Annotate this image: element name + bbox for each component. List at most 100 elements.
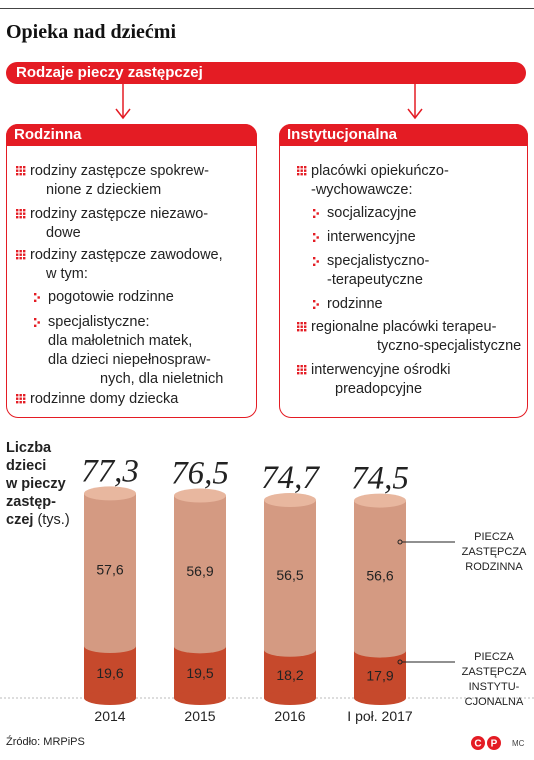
list-item-line: dla małoletnich matek, bbox=[48, 333, 193, 349]
chart-label-line: w pieczy bbox=[6, 476, 66, 492]
list-item: interwencyjne ośrodki preadopcyjne bbox=[311, 361, 450, 399]
family-value-label: 56,6 bbox=[366, 568, 393, 584]
list-item-line: rodziny zastępcze niezawo- bbox=[30, 206, 209, 222]
total-value-label: 77,3 bbox=[81, 453, 139, 489]
list-item-line: rodzinne domy dziecka bbox=[30, 391, 179, 407]
publisher-logo-icon: C P bbox=[471, 736, 501, 750]
sub-list-item: interwencyjne bbox=[327, 228, 416, 247]
bar-top-ellipse bbox=[84, 486, 136, 501]
category-label: I poł. 2017 bbox=[347, 708, 413, 724]
family-value-label: 56,9 bbox=[186, 563, 213, 579]
list-bullet-icon bbox=[16, 394, 26, 404]
bar-top-ellipse bbox=[174, 488, 226, 503]
bar-base-ellipse bbox=[174, 691, 226, 705]
bar-segment-institutional bbox=[354, 650, 406, 698]
list-item-line: specjalistyczne: bbox=[48, 314, 150, 330]
family-care-title: Rodzinna bbox=[14, 126, 82, 143]
bar-base-ellipse bbox=[84, 691, 136, 705]
bar-segment-family bbox=[174, 495, 226, 647]
stacked-cylinder-chart: 57,6 19,6 77,3 2014 56,9 19,5 76,5 2015 56,5 18,2… bbox=[0, 453, 534, 724]
left-arrow-head bbox=[115, 108, 131, 120]
sub-bullet-icon bbox=[34, 318, 40, 327]
family-value-label: 57,6 bbox=[96, 562, 123, 578]
bar-joint-ellipse bbox=[354, 643, 406, 658]
list-item-line: socjalizacyjne bbox=[327, 205, 417, 221]
list-bullet-icon bbox=[16, 250, 26, 260]
category-label: 2014 bbox=[94, 708, 125, 724]
sub-bullet-icon bbox=[313, 209, 319, 218]
source-note: Źródło: MRPiPS bbox=[6, 736, 85, 748]
sub-list-item: socjalizacyjne bbox=[327, 204, 416, 223]
list-bullet-icon bbox=[297, 322, 307, 332]
list-item-line: rodziny zastępcze zawodowe, bbox=[30, 247, 223, 263]
total-value-label: 76,5 bbox=[171, 456, 229, 492]
list-item-line: nione z dzieckiem bbox=[46, 182, 162, 198]
total-value-label: 74,7 bbox=[261, 460, 320, 496]
list-item-line: specjalistyczno- bbox=[327, 253, 430, 269]
bar-base-ellipse bbox=[264, 691, 316, 705]
list-bullet-icon bbox=[297, 365, 307, 375]
total-value-label: 74,5 bbox=[351, 461, 409, 497]
list-item-line: tyczno-specjalistyczne bbox=[377, 338, 522, 354]
bar-segment-family bbox=[84, 493, 136, 647]
bar-top-ellipse bbox=[354, 493, 406, 508]
svg-text:C: C bbox=[474, 739, 481, 750]
legend-family-label: PIECZA bbox=[474, 531, 514, 543]
chart-label: Liczba dzieci w pieczy zastęp- czej (tys… bbox=[6, 439, 70, 529]
right-arrow-head bbox=[407, 108, 423, 120]
list-item-line: rodzinne bbox=[327, 296, 383, 312]
list-item-line: -terapeutyczne bbox=[327, 272, 423, 288]
list-item-line: w tym: bbox=[46, 266, 88, 282]
legend-family-label: ZASTĘPCZA bbox=[462, 546, 527, 558]
institutional-care-header: Instytucjonalna bbox=[279, 124, 528, 146]
bar-segment-institutional bbox=[174, 646, 226, 698]
institutional-care-title: Instytucjonalna bbox=[287, 126, 398, 143]
header-bar: Rodzaje pieczy zastępczej bbox=[6, 62, 526, 84]
sub-bullet-icon bbox=[313, 257, 319, 266]
chart-label-line: zastęp- bbox=[6, 494, 56, 510]
list-item-line: -wychowawcze: bbox=[311, 182, 413, 198]
bar-segment-institutional bbox=[264, 649, 316, 698]
svg-text:P: P bbox=[491, 739, 498, 750]
list-item-line: regionalne placówki terapeu- bbox=[311, 319, 497, 335]
sub-bullet-icon bbox=[34, 293, 40, 302]
category-label: 2015 bbox=[184, 708, 215, 724]
legend-family-label: RODZINNA bbox=[465, 561, 523, 573]
author-credit: MC bbox=[512, 739, 525, 748]
list-item-line: interwencyjne bbox=[327, 229, 416, 245]
legend-institutional-label: CJONALNA bbox=[465, 696, 524, 708]
category-label: 2016 bbox=[274, 708, 305, 724]
institutional-value-label: 18,2 bbox=[276, 667, 303, 683]
sub-bullet-icon bbox=[313, 300, 319, 309]
institutional-value-label: 19,5 bbox=[186, 665, 213, 681]
bar-joint-ellipse bbox=[264, 642, 316, 657]
bar-base-ellipse bbox=[354, 691, 406, 705]
family-care-box: Rodzinna bbox=[6, 124, 257, 418]
list-bullet-icon bbox=[16, 209, 26, 219]
sub-bullet-icon bbox=[313, 233, 319, 242]
bar-joint-ellipse bbox=[174, 639, 226, 654]
bar-top-ellipse bbox=[264, 493, 316, 508]
bar-segment-family bbox=[264, 500, 316, 650]
sub-list-item: rodzinne bbox=[327, 295, 383, 314]
list-item-line: placówki opiekuńczo- bbox=[311, 163, 449, 179]
list-item-line: dowe bbox=[46, 225, 81, 241]
institutional-value-label: 19,6 bbox=[96, 665, 123, 681]
list-bullet-icon bbox=[16, 166, 26, 176]
institutional-value-label: 17,9 bbox=[366, 667, 393, 683]
list-item-line: interwencyjne ośrodki bbox=[311, 362, 451, 378]
legend-institutional-label: PIECZA bbox=[474, 651, 514, 663]
sub-list-item: pogotowie rodzinne bbox=[48, 288, 174, 307]
bar-joint-ellipse bbox=[84, 639, 136, 654]
family-care-header: Rodzinna bbox=[6, 124, 257, 146]
page-title: Opieka nad dziećmi bbox=[6, 21, 177, 43]
sub-list-item: specjalistyczno- -terapeutyczne bbox=[327, 252, 429, 290]
list-item: placówki opiekuńczo- -wychowawcze: bbox=[311, 162, 449, 200]
list-item-line: dla dzieci niepełnospraw- bbox=[48, 352, 211, 368]
list-item: rodziny zastępcze niezawo-dowe bbox=[30, 205, 208, 243]
bar-segment-institutional bbox=[84, 646, 136, 698]
list-bullet-icon bbox=[297, 166, 307, 176]
list-item: rodziny zastępcze spokrew-nione z dzieck… bbox=[30, 162, 209, 200]
sub-list-item: specjalistyczne: dla małoletnich matek, dl… bbox=[48, 313, 223, 389]
family-value-label: 56,5 bbox=[276, 567, 303, 583]
